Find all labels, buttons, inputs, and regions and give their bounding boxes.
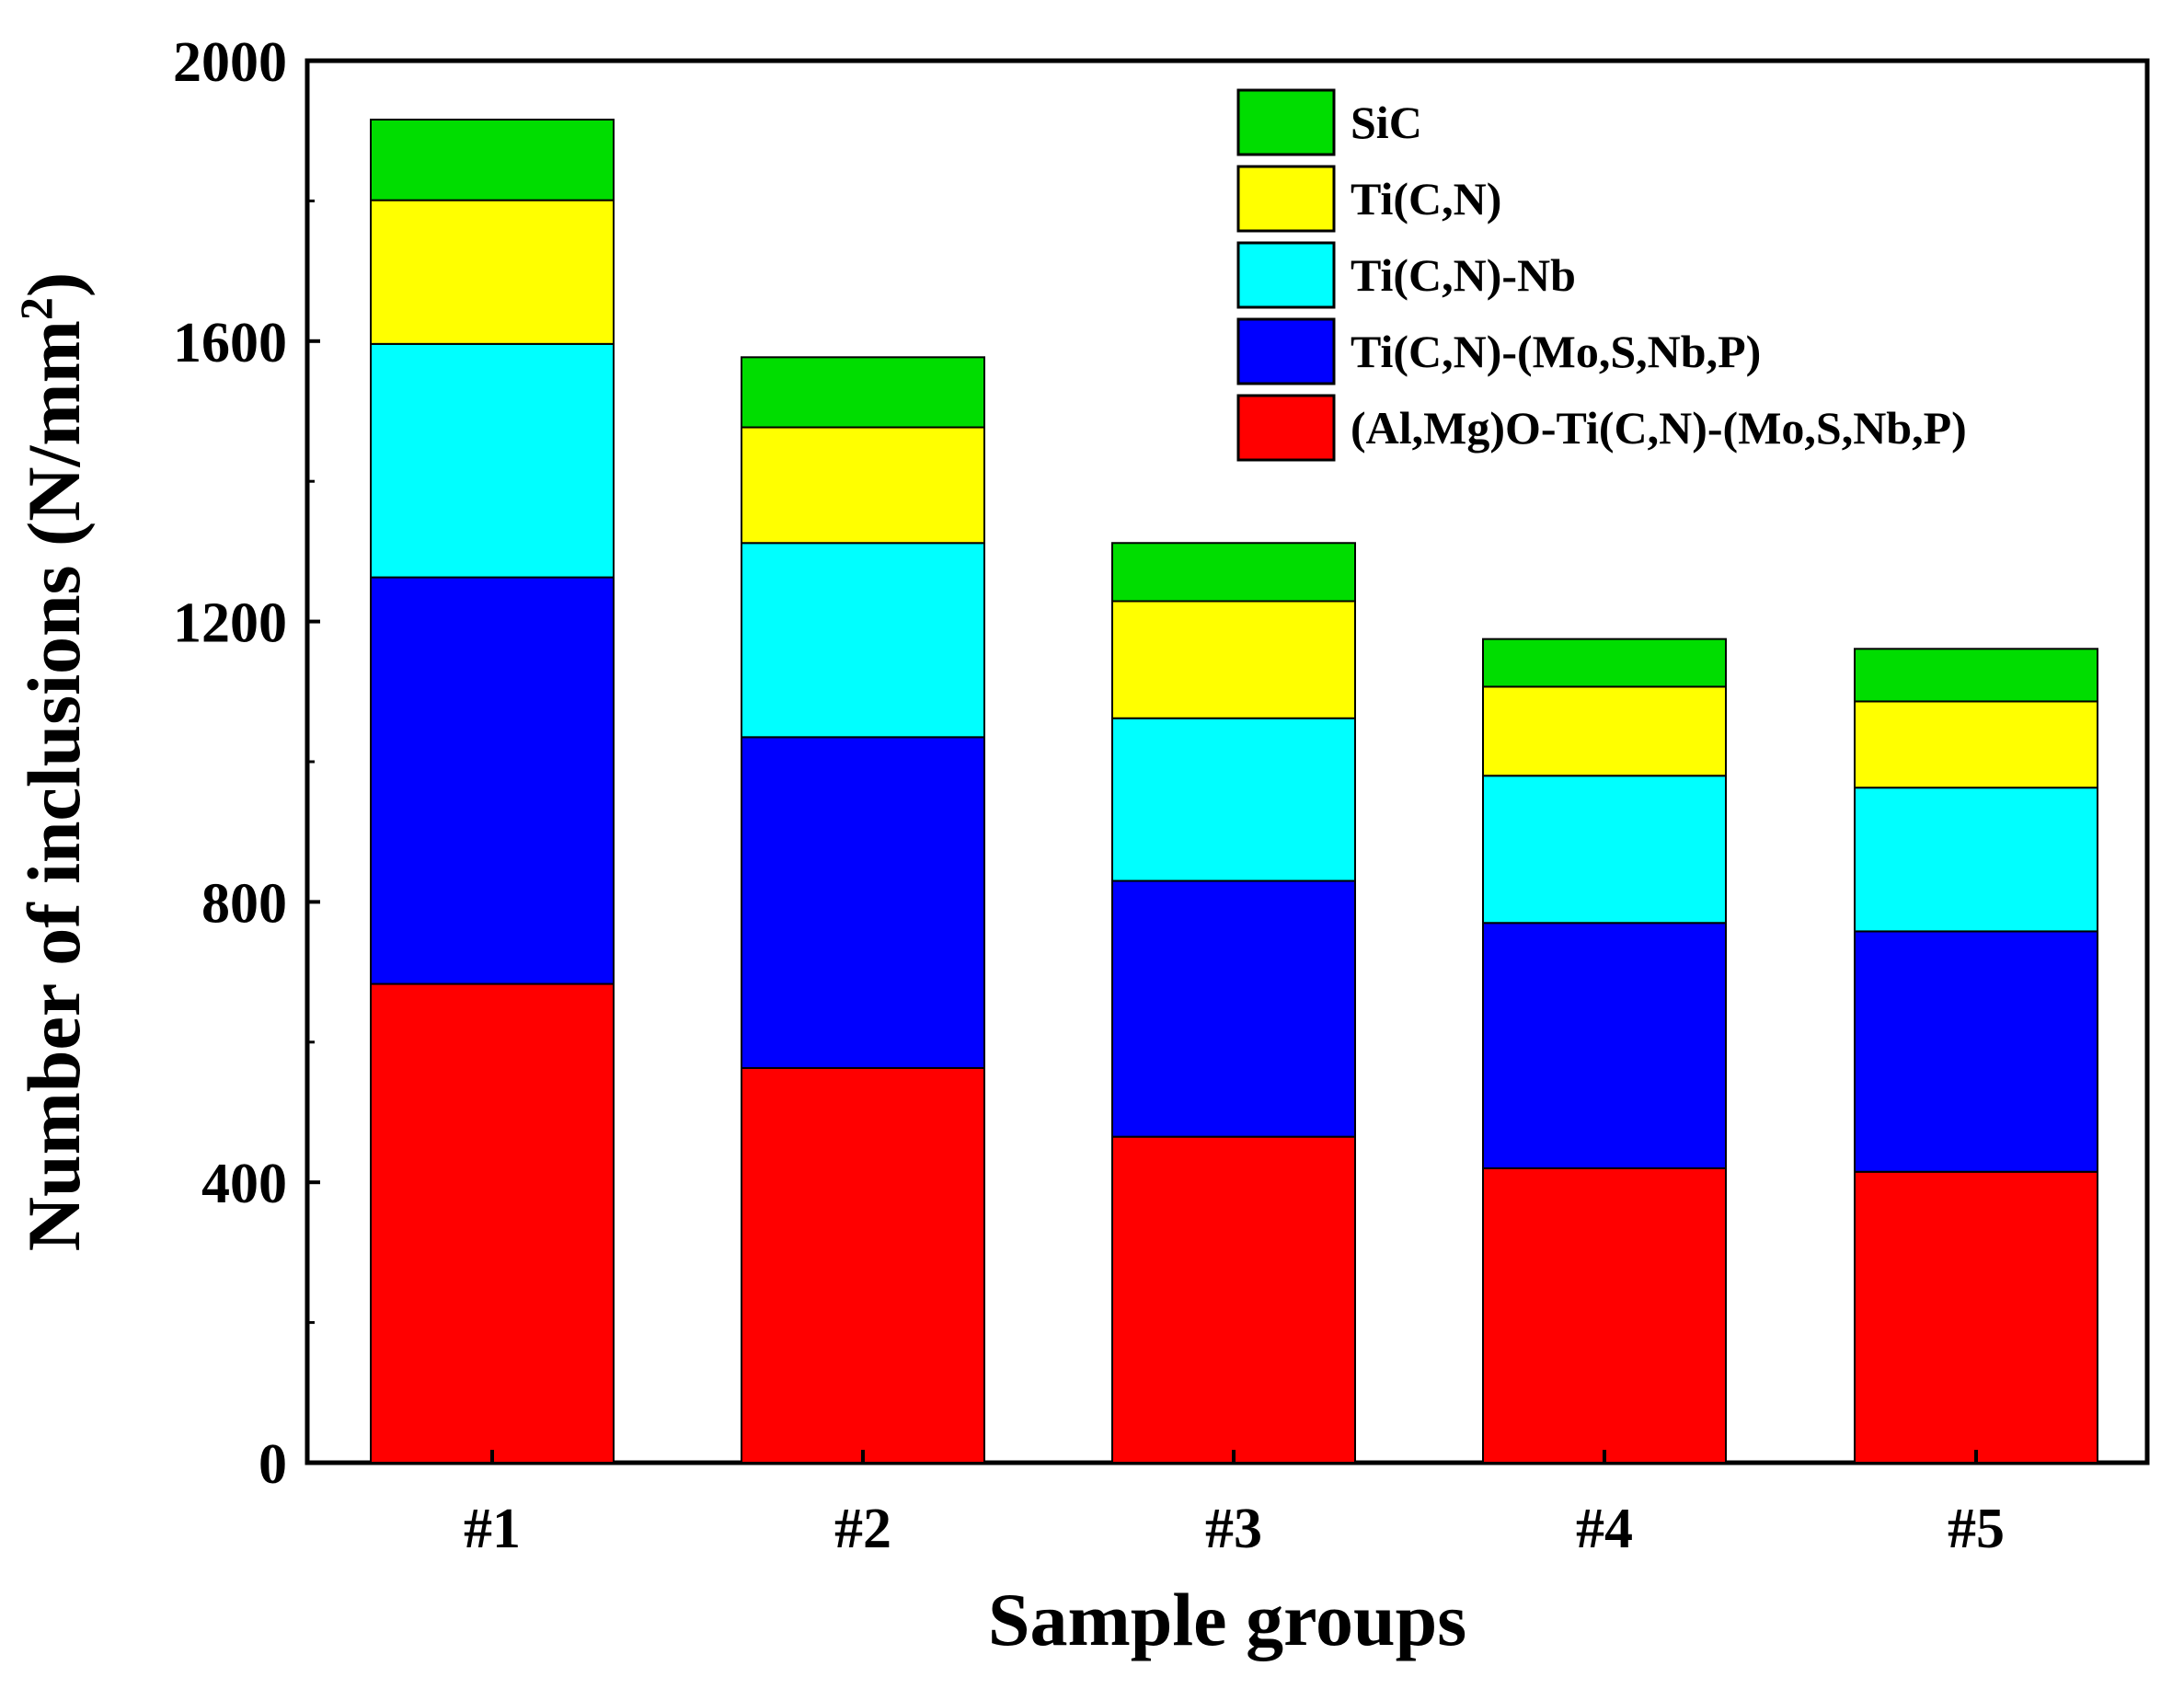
y-axis-title-main: Number of inclusions (N/mm bbox=[12, 320, 96, 1251]
legend: SiC Ti(C,N) Ti(C,N)-Nb Ti(C,N)-(Mo,S,Nb,P) (… bbox=[1236, 88, 1967, 462]
y-tick-label-0: 0 bbox=[259, 1433, 287, 1496]
bar-1-ti-c-n-nb bbox=[370, 342, 615, 579]
x-tick-label-4: #4 bbox=[1576, 1498, 1633, 1560]
x-axis-title: Sample groups bbox=[988, 1578, 1466, 1661]
y-axis-title-superscript: 2 bbox=[10, 297, 62, 320]
bar-5-al-mg-o-ti-c-n-mo-s-nb-p bbox=[1854, 1170, 2098, 1465]
x-tick-label-1: #1 bbox=[464, 1498, 521, 1560]
x-tick-label-2: #2 bbox=[834, 1498, 891, 1560]
bar-3-ti-c-n-nb bbox=[1111, 717, 1356, 882]
legend-swatch-ti-c-n-nb bbox=[1236, 241, 1336, 309]
y-tick-label-1600: 1600 bbox=[173, 312, 287, 374]
bar-1-al-mg-o-ti-c-n-mo-s-nb-p bbox=[370, 982, 615, 1464]
bar-2-ti-c-n-mo-s-nb-p bbox=[741, 736, 985, 1069]
bar-5-sic bbox=[1854, 648, 2098, 703]
bar-3-al-mg-o-ti-c-n-mo-s-nb-p bbox=[1111, 1135, 1356, 1465]
legend-swatch-sic bbox=[1236, 88, 1336, 156]
y-tick-label-800: 800 bbox=[201, 872, 287, 935]
bar-5-ti-c-n-mo-s-nb-p bbox=[1854, 930, 2098, 1173]
bar-1-ti-c-n-mo-s-nb-p bbox=[370, 576, 615, 985]
legend-label-ti-c-n: Ti(C,N) bbox=[1351, 173, 1501, 224]
legend-label-ti-c-n-nb: Ti(C,N)-Nb bbox=[1351, 249, 1576, 301]
bar-1-sic bbox=[370, 119, 615, 201]
x-tick-label-3: #3 bbox=[1205, 1498, 1262, 1560]
x-tick-label-5: #5 bbox=[1948, 1498, 2005, 1560]
bar-4-ti-c-n-nb bbox=[1482, 775, 1727, 925]
y-axis: 0 400 800 1200 1600 2000 bbox=[173, 31, 320, 1496]
y-tick-label-2000: 2000 bbox=[173, 31, 287, 94]
bar-5-ti-c-n bbox=[1854, 700, 2098, 789]
bars-group bbox=[370, 119, 2098, 1465]
bar-4-ti-c-n bbox=[1482, 685, 1727, 777]
y-axis-title-end: ) bbox=[12, 272, 96, 297]
y-tick-label-400: 400 bbox=[201, 1153, 287, 1215]
bar-2-ti-c-n bbox=[741, 426, 985, 545]
bar-2-al-mg-o-ti-c-n-mo-s-nb-p bbox=[741, 1066, 985, 1465]
bar-2-ti-c-n-nb bbox=[741, 542, 985, 739]
bar-4-al-mg-o-ti-c-n-mo-s-nb-p bbox=[1482, 1166, 1727, 1464]
legend-label-al-mg-o-ti-c-n-mo-s-nb-p: (Al,Mg)O-Ti(C,N)-(Mo,S,Nb,P) bbox=[1351, 402, 1967, 454]
y-axis-title: Number of inclusions (N/mm2) bbox=[10, 272, 96, 1251]
bar-3-ti-c-n bbox=[1111, 600, 1356, 719]
legend-swatch-al-mg-o-ti-c-n-mo-s-nb-p bbox=[1236, 394, 1336, 462]
bar-4-sic bbox=[1482, 638, 1727, 688]
bar-3-ti-c-n-mo-s-nb-p bbox=[1111, 879, 1356, 1138]
legend-label-sic: SiC bbox=[1351, 97, 1422, 148]
bar-5-ti-c-n-nb bbox=[1854, 787, 2098, 933]
legend-label-ti-c-n-mo-s-nb-p: Ti(C,N)-(Mo,S,Nb,P) bbox=[1351, 326, 1761, 377]
x-axis: #1 #2 #3 #4 #5 bbox=[464, 1450, 2005, 1560]
bar-1-ti-c-n bbox=[370, 199, 615, 345]
bar-3-sic bbox=[1111, 542, 1356, 603]
bar-4-ti-c-n-mo-s-nb-p bbox=[1482, 922, 1727, 1169]
y-tick-label-1200: 1200 bbox=[173, 592, 287, 655]
legend-swatch-ti-c-n bbox=[1236, 165, 1336, 233]
legend-swatch-ti-c-n-mo-s-nb-p bbox=[1236, 317, 1336, 385]
bar-2-sic bbox=[741, 356, 985, 429]
